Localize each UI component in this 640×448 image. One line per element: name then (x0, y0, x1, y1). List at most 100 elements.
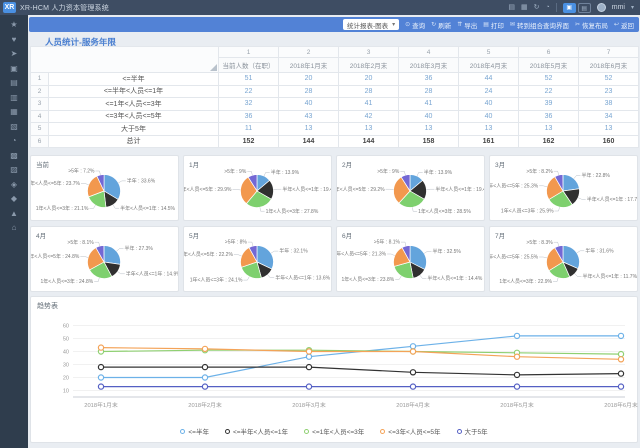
legend-item[interactable]: <=半年<人员<=1年 (224, 426, 288, 436)
refresh-icon[interactable]: ↻ (533, 3, 540, 11)
row-label: 大于5年 (48, 122, 219, 136)
sidebar-item-send-icon[interactable]: ➤ (10, 49, 18, 58)
help-icon[interactable]: ◔ (545, 3, 550, 11)
data-point[interactable] (513, 371, 521, 379)
sidebar-item-document-icon[interactable]: ▥ (10, 92, 18, 102)
sidebar-item-org-icon[interactable]: ▲ (10, 208, 18, 218)
data-point[interactable] (305, 353, 313, 360)
sidebar-item-favorite-icon[interactable]: ♥ (11, 34, 17, 44)
data-point[interactable] (201, 383, 209, 390)
column-number: 1 (218, 46, 279, 58)
table-cell: 22 (518, 84, 579, 98)
pie-panel-1月: 1月 半年 : 13.9% 半年<人员<=1年 : 19.4% 1年<人员<=3年 :… (183, 155, 332, 221)
sidebar-item-module-icon[interactable]: ▣ (10, 63, 18, 73)
legend-item[interactable]: <=1年<人员<=3年 (304, 426, 364, 436)
pie-label: 半年<人员<=1年 : 19.4% (282, 186, 332, 193)
pie-panel-2月: 2月 半年 : 13.9% 半年<人员<=1年 : 19.4% 1年<人员<=3年 :… (336, 155, 485, 221)
dropdown-caret-icon: ▾ (392, 22, 396, 28)
table-cell: 162 (518, 134, 579, 148)
sidebar-item-home-icon[interactable]: ⌂ (11, 223, 17, 232)
column-header: 2018年2月末 (338, 57, 399, 73)
pie-slice[interactable] (393, 176, 411, 204)
search-button[interactable]: ⊙ 查询 (405, 20, 425, 30)
pie-slice[interactable] (409, 245, 427, 270)
data-point[interactable] (617, 370, 625, 377)
data-point[interactable] (201, 345, 209, 353)
report-view-dropdown[interactable]: 统计报表-图表 ▾ (342, 19, 400, 30)
pie-title: 5月 (189, 233, 200, 240)
refresh-button[interactable]: ↻ 刷新 (431, 20, 451, 30)
view-toggle-list[interactable]: ▤ (577, 2, 591, 13)
sidebar-item-briefcase-icon[interactable]: ▤ (10, 78, 18, 87)
data-point[interactable] (617, 332, 625, 340)
user-caret-icon[interactable]: ▾ (630, 5, 634, 11)
reset-layout-button[interactable]: ✂ 恢复布局 (575, 20, 608, 30)
pie-chart-2月: 半年 : 13.9% 半年<人员<=1年 : 19.4% 1年<人员<=3年 : 2… (336, 168, 484, 215)
sidebar-item-clock-icon[interactable]: ◔ (11, 136, 17, 145)
data-point[interactable] (201, 374, 209, 381)
back-button[interactable]: ↩ 返回 (614, 20, 634, 30)
sidebar-item-chart-icon[interactable]: ▨ (10, 165, 18, 174)
data-point[interactable] (305, 363, 313, 371)
pie-chart-3月: 半年 : 22.8% 半年<人员<=1年 : 17.7% 1年<人员<=3年 : 2… (490, 168, 637, 215)
data-point[interactable] (305, 383, 313, 390)
pie-label: 半年 : 22.8% (582, 172, 611, 179)
data-point[interactable] (97, 363, 105, 371)
apps-icon[interactable]: ▦ (521, 3, 528, 11)
pie-label: >5年 : 9% (224, 168, 247, 175)
pie-slice[interactable] (398, 190, 425, 208)
sidebar-item-assets-icon[interactable]: ◈ (10, 179, 18, 189)
sidebar-item-star-icon[interactable]: ★ (10, 20, 18, 29)
avatar[interactable] (596, 3, 606, 12)
pie-slice[interactable] (248, 245, 258, 263)
table-cell: 40 (458, 97, 519, 111)
combo-query-button[interactable]: ✉ 转到组合查询界面 (510, 20, 569, 30)
legend-item[interactable]: <=3年<人员<=5年 (380, 426, 441, 436)
legend-item[interactable]: 大于5年 (456, 426, 488, 436)
pie-label-line (395, 275, 402, 280)
pie-label: 半年 : 32.1% (279, 248, 308, 255)
data-point[interactable] (617, 350, 625, 358)
pie-slice[interactable] (256, 245, 274, 270)
message-icon[interactable]: ▤ (508, 3, 516, 11)
data-point[interactable] (513, 332, 521, 340)
pie-slice[interactable] (240, 176, 258, 205)
pie-label-line (94, 241, 100, 247)
legend-label: <=1年<人员<=3年 (312, 429, 365, 436)
export-button[interactable]: ⇈ 导出 (457, 20, 477, 30)
trend-line-4 (100, 347, 622, 360)
pie-slice[interactable] (103, 245, 121, 265)
sidebar-item-archive-icon[interactable]: ▩ (10, 150, 18, 160)
table-cell: 40 (398, 109, 459, 123)
sidebar-item-report-icon[interactable]: ▧ (10, 121, 18, 131)
column-header: 2018年5月末 (518, 57, 579, 73)
data-point[interactable] (305, 348, 313, 355)
legend-item[interactable]: <=半年 (180, 426, 209, 436)
data-point[interactable] (513, 353, 521, 360)
table-cell: 28 (398, 84, 459, 98)
pie-label: 3年<人员<=5年 : 29.2% (336, 186, 385, 193)
user-name[interactable]: mmi (611, 4, 625, 11)
pie-slice[interactable] (245, 190, 272, 208)
table-row: 2 <=半年<人员<=1年 22 28 28 28 24 22 23 (30, 84, 639, 98)
data-point[interactable] (409, 383, 417, 390)
data-point[interactable] (201, 363, 209, 371)
data-point[interactable] (97, 383, 105, 390)
data-point[interactable] (409, 348, 417, 355)
sidebar-item-diamond-icon[interactable]: ◆ (10, 194, 18, 203)
data-point[interactable] (409, 343, 417, 350)
report-view-dropdown-value: 统计报表-图表 (346, 22, 389, 30)
print-button[interactable]: ▤ 打印 (483, 20, 504, 30)
row-number: 3 (30, 97, 49, 111)
data-point[interactable] (617, 383, 625, 390)
data-point[interactable] (617, 356, 625, 363)
data-point[interactable] (97, 374, 105, 381)
view-toggle-card[interactable]: ▣ (562, 2, 576, 13)
sidebar-item-apps-grid-icon[interactable]: ▦ (10, 107, 18, 116)
data-point[interactable] (97, 344, 105, 351)
pie-slice[interactable] (562, 174, 580, 192)
table-cell: 20 (278, 72, 339, 86)
pie-slice[interactable] (401, 245, 411, 264)
data-point[interactable] (409, 369, 417, 376)
data-point[interactable] (513, 383, 521, 390)
